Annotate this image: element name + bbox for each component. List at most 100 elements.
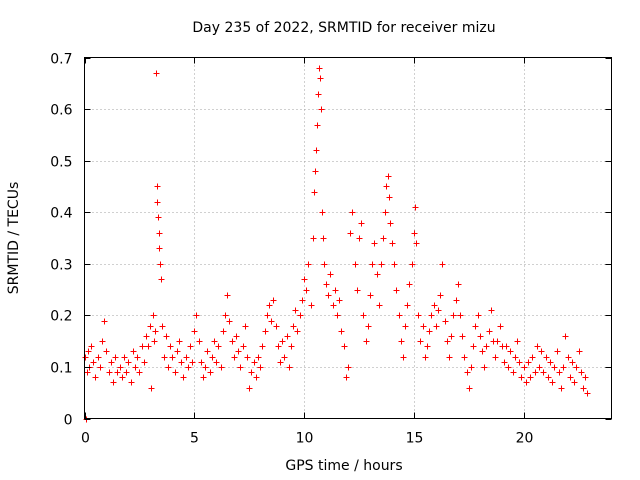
- data-point: [468, 364, 475, 371]
- data-point: [318, 106, 325, 113]
- data-point: [281, 354, 288, 361]
- data-point: [257, 364, 264, 371]
- data-point: [286, 364, 293, 371]
- data-point: [412, 204, 419, 211]
- data-point: [545, 374, 552, 381]
- data-point: [527, 374, 534, 381]
- data-point: [352, 261, 359, 268]
- data-point: [204, 348, 211, 355]
- data-point: [321, 261, 328, 268]
- data-point: [211, 338, 218, 345]
- data-point: [270, 297, 277, 304]
- data-point: [224, 292, 231, 299]
- data-point: [198, 359, 205, 366]
- data-point: [174, 348, 181, 355]
- data-point: [320, 235, 327, 242]
- data-point: [560, 364, 567, 371]
- data-point: [167, 343, 174, 350]
- data-point: [196, 338, 203, 345]
- data-point: [383, 183, 390, 190]
- y-tick-label: 0.7: [50, 52, 72, 68]
- data-point: [240, 343, 247, 350]
- data-point: [398, 338, 405, 345]
- data-point: [479, 348, 486, 355]
- data-point: [470, 343, 477, 350]
- data-point: [244, 354, 251, 361]
- data-point: [99, 338, 106, 345]
- x-tick-labels: 0 5 10 15 20: [81, 431, 533, 447]
- data-point: [525, 359, 532, 366]
- data-point: [483, 343, 490, 350]
- data-point: [341, 343, 348, 350]
- data-point: [145, 343, 152, 350]
- data-point: [481, 364, 488, 371]
- data-point: [396, 312, 403, 319]
- data-point: [378, 261, 385, 268]
- data-point: [218, 364, 225, 371]
- data-point: [464, 369, 471, 376]
- data-point: [532, 369, 539, 376]
- data-point: [103, 348, 110, 355]
- data-point: [264, 312, 271, 319]
- data-point: [503, 343, 510, 350]
- data-point: [253, 374, 260, 381]
- data-point: [308, 302, 315, 309]
- y-tick-label: 0.5: [50, 155, 72, 171]
- data-point: [139, 343, 146, 350]
- data-point: [178, 359, 185, 366]
- data-point: [334, 312, 341, 319]
- data-point: [461, 354, 468, 361]
- data-point: [424, 343, 431, 350]
- data-point: [442, 318, 449, 325]
- data-point: [435, 307, 442, 314]
- data-point: [457, 312, 464, 319]
- data-point: [310, 235, 317, 242]
- x-tick-label: 15: [406, 431, 424, 447]
- data-point: [411, 230, 418, 237]
- data-point: [376, 302, 383, 309]
- data-point: [189, 359, 196, 366]
- data-point: [569, 359, 576, 366]
- data-point: [444, 338, 451, 345]
- data-point: [153, 70, 160, 77]
- data-point: [486, 328, 493, 335]
- data-point: [385, 173, 392, 180]
- data-point: [148, 385, 155, 392]
- data-point: [409, 261, 416, 268]
- data-point: [317, 75, 324, 82]
- data-point: [582, 374, 589, 381]
- data-point: [183, 354, 190, 361]
- data-point: [82, 354, 89, 361]
- data-point: [143, 333, 150, 340]
- data-point: [554, 348, 561, 355]
- data-point: [312, 168, 319, 175]
- data-point: [266, 302, 273, 309]
- data-point: [158, 276, 165, 283]
- data-point: [209, 354, 216, 361]
- data-point: [540, 369, 547, 376]
- data-point: [273, 323, 280, 330]
- data-point: [477, 333, 484, 340]
- axis-ticks: [84, 57, 612, 420]
- data-point: [391, 261, 398, 268]
- x-tick-label: 20: [516, 431, 534, 447]
- y-tick-label: 0: [64, 413, 73, 429]
- data-point: [567, 374, 574, 381]
- data-point: [292, 307, 299, 314]
- data-point: [518, 374, 525, 381]
- data-point: [226, 318, 233, 325]
- data-point: [121, 354, 128, 361]
- y-tick-labels: 0 0.1 0.2 0.3 0.4 0.5 0.6 0.7: [50, 52, 72, 429]
- x-tick-label: 0: [81, 431, 90, 447]
- data-point: [193, 312, 200, 319]
- data-point: [347, 230, 354, 237]
- data-point: [413, 240, 420, 247]
- x-axis-label: GPS time / hours: [285, 458, 402, 474]
- data-point: [128, 379, 135, 386]
- data-point: [386, 194, 393, 201]
- data-point: [573, 364, 580, 371]
- data-point: [220, 328, 227, 335]
- data-point: [119, 374, 126, 381]
- data-point: [356, 235, 363, 242]
- data-point: [150, 312, 157, 319]
